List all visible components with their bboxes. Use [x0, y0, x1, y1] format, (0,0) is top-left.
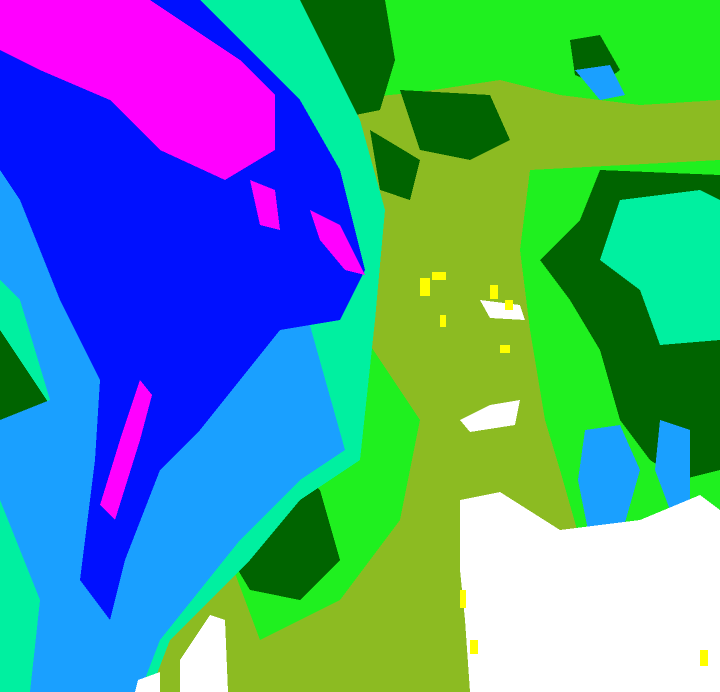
zone: [250, 180, 280, 230]
zone: [310, 210, 365, 275]
spot: [470, 640, 478, 654]
zone: [100, 380, 152, 520]
zone: [460, 400, 520, 432]
zone: [655, 420, 690, 510]
spot: [440, 315, 446, 327]
zone: [460, 492, 720, 692]
spot: [420, 278, 430, 296]
blue-zone: [0, 0, 365, 620]
zone: [180, 615, 228, 692]
cyan-zone: [600, 190, 720, 345]
spot: [505, 300, 513, 310]
spot: [460, 590, 466, 608]
zone: [370, 130, 420, 200]
zone: [135, 672, 160, 692]
spot: [500, 345, 510, 353]
spot: [490, 285, 498, 299]
zone: [575, 65, 625, 100]
zone: [578, 425, 640, 540]
zone: [480, 300, 525, 320]
yellow-spots: [420, 272, 708, 666]
spot: [432, 272, 446, 280]
white-zones: [135, 300, 720, 692]
zone: [0, 0, 275, 180]
zone: [400, 90, 510, 160]
spot: [700, 650, 708, 666]
magenta-zones: [0, 0, 365, 520]
